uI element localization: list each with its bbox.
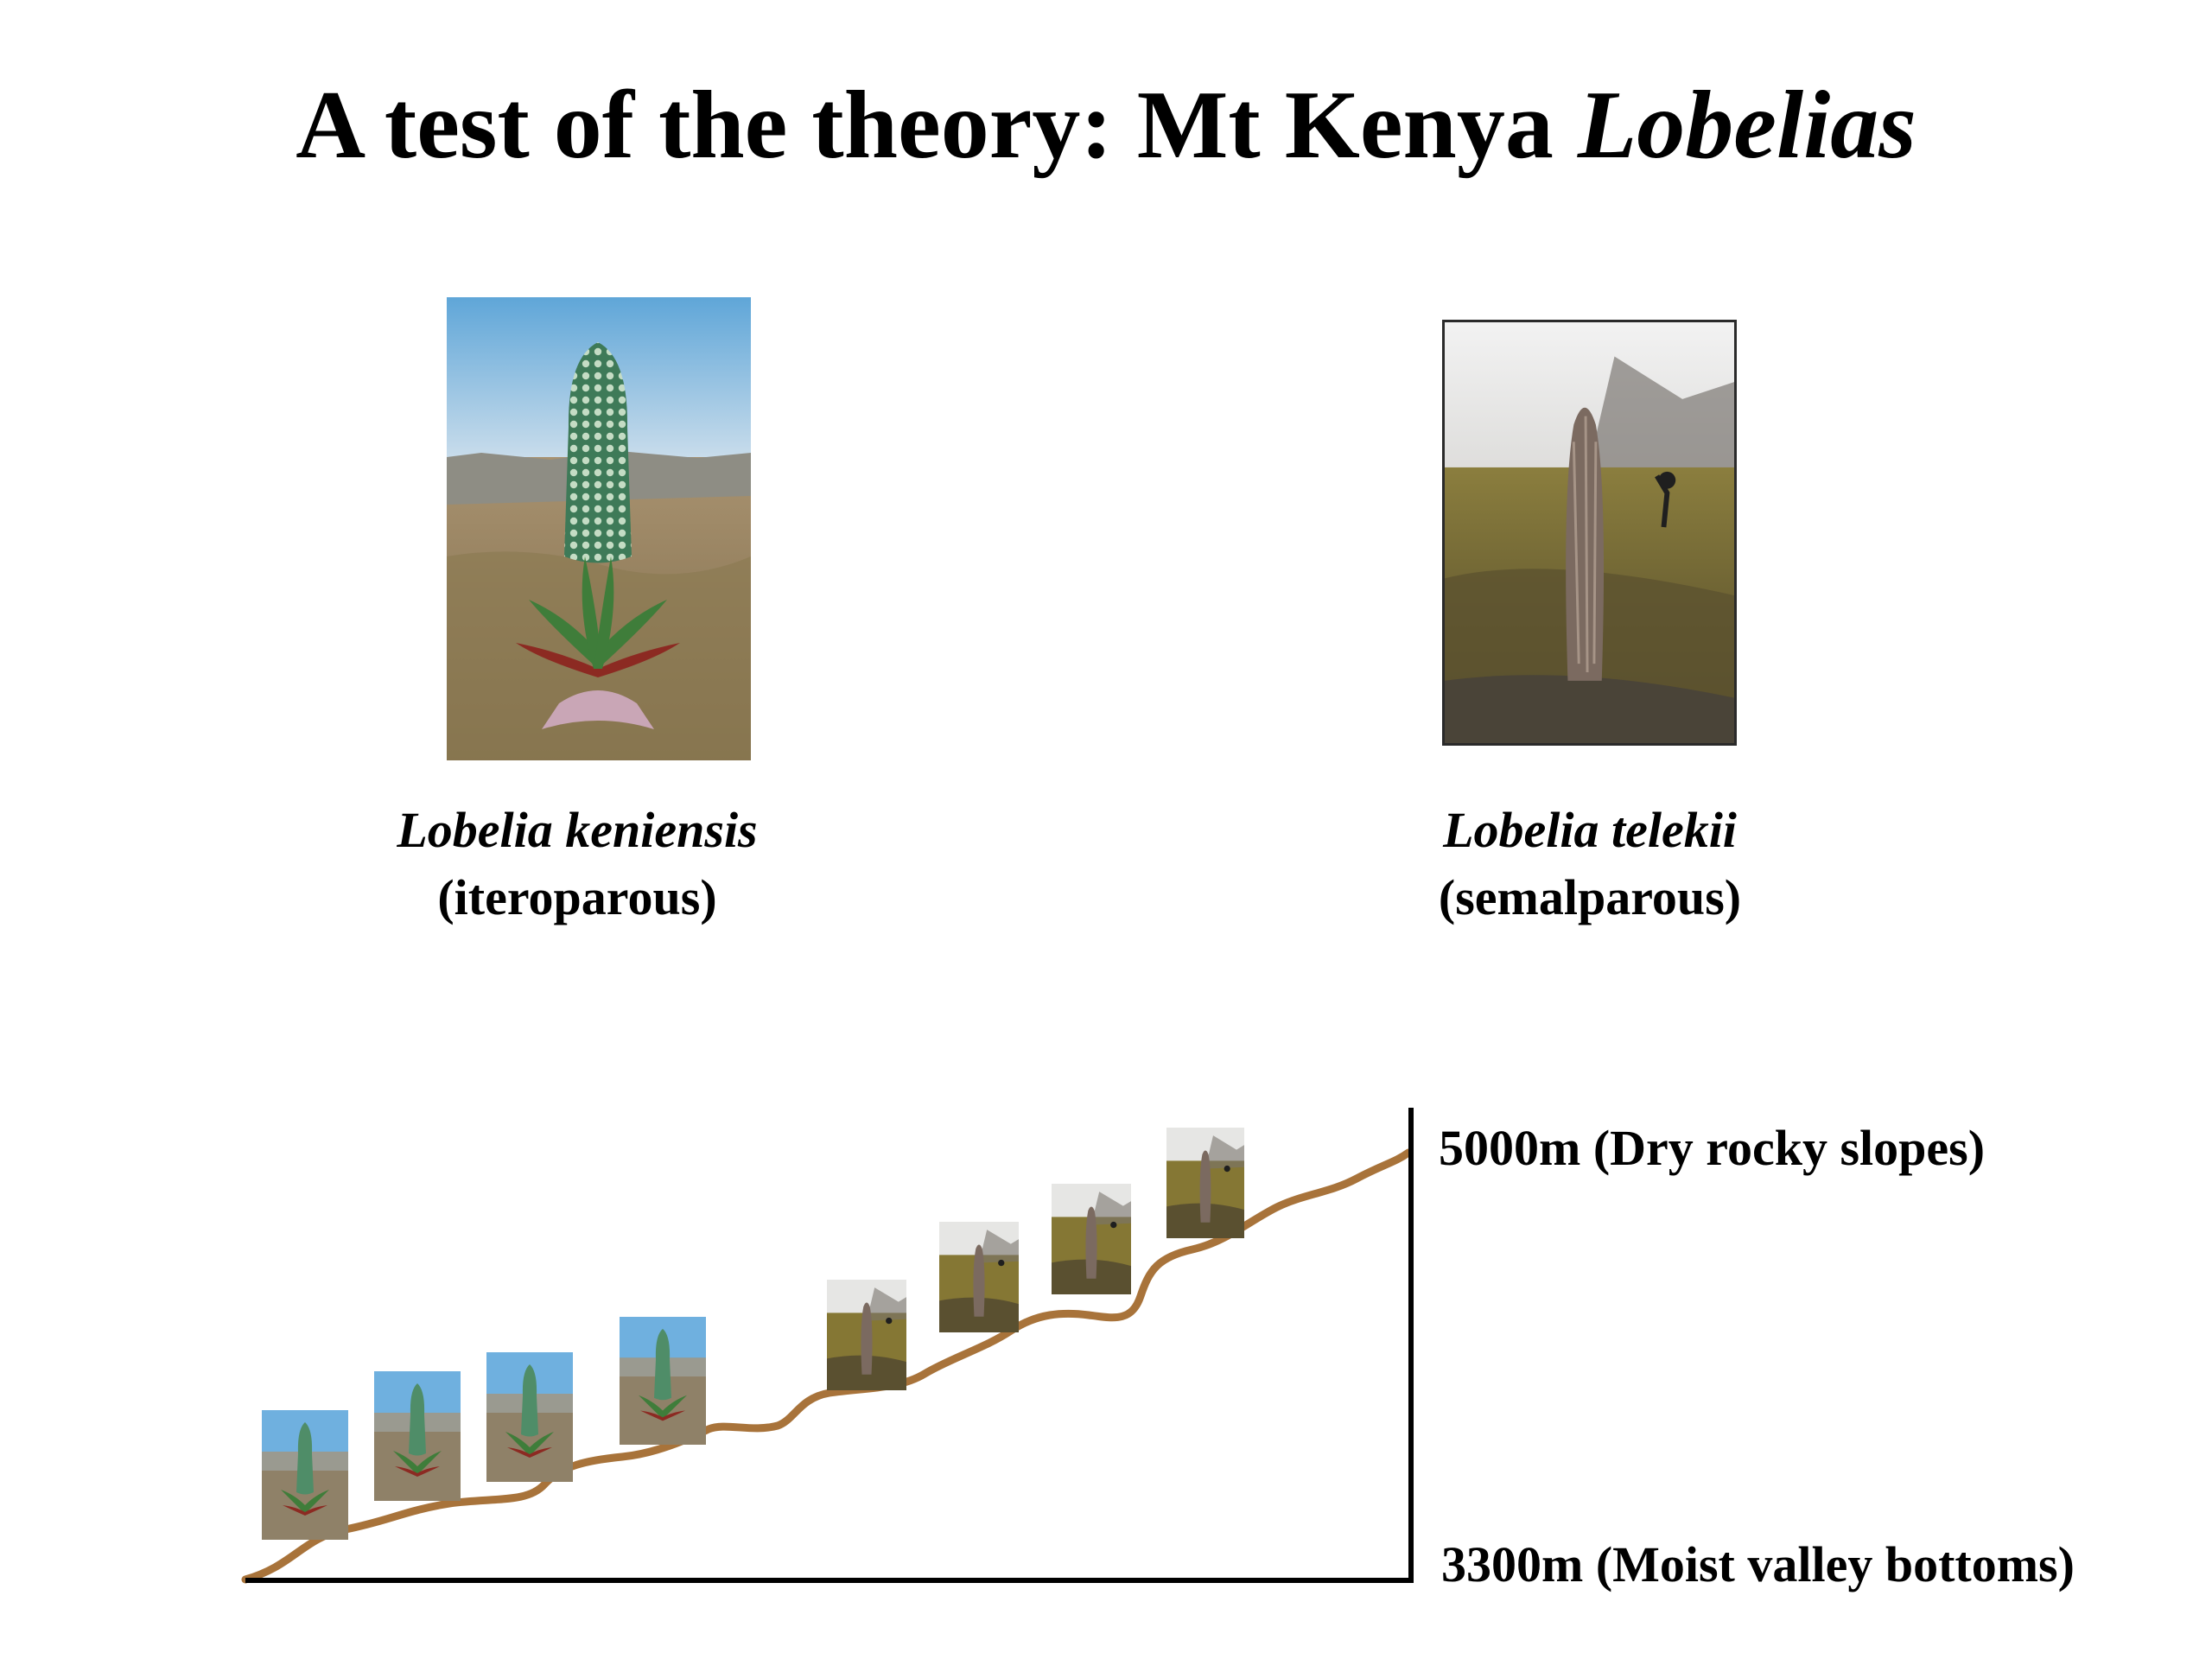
life-history-label: (iteroparous) [437, 869, 717, 925]
species-name: Lobelia keniensis [397, 802, 758, 858]
mini-keniensis-3 [486, 1352, 573, 1482]
title-main: A test of the theory: Mt Kenya [296, 72, 1578, 179]
mini-telekii-2 [939, 1222, 1019, 1332]
mini-telekii-1 [827, 1280, 906, 1390]
elevation-bottom-label: 3300m (Moist valley bottoms) [1441, 1536, 2075, 1592]
life-history-label: (semalparous) [1438, 869, 1742, 925]
mini-keniensis-2 [374, 1371, 461, 1501]
lobelia-keniensis-caption: Lobelia keniensis (iteroparous) [318, 797, 836, 931]
mini-keniensis-1 [262, 1410, 348, 1540]
mini-keniensis-4 [620, 1317, 706, 1445]
lobelia-telekii-photo [1442, 320, 1737, 746]
elevation-top-label: 5000m (Dry rocky slopes) [1439, 1120, 1986, 1176]
species-name: Lobelia telekii [1443, 802, 1737, 858]
mini-telekii-4 [1166, 1128, 1244, 1238]
mini-telekii-3 [1052, 1184, 1131, 1294]
title-italic: Lobelias [1577, 72, 1916, 179]
slide-title: A test of the theory: Mt Kenya Lobelias [0, 67, 2212, 183]
lobelia-telekii-caption: Lobelia telekii (semalparous) [1331, 797, 1849, 931]
lobelia-keniensis-photo [447, 297, 751, 760]
